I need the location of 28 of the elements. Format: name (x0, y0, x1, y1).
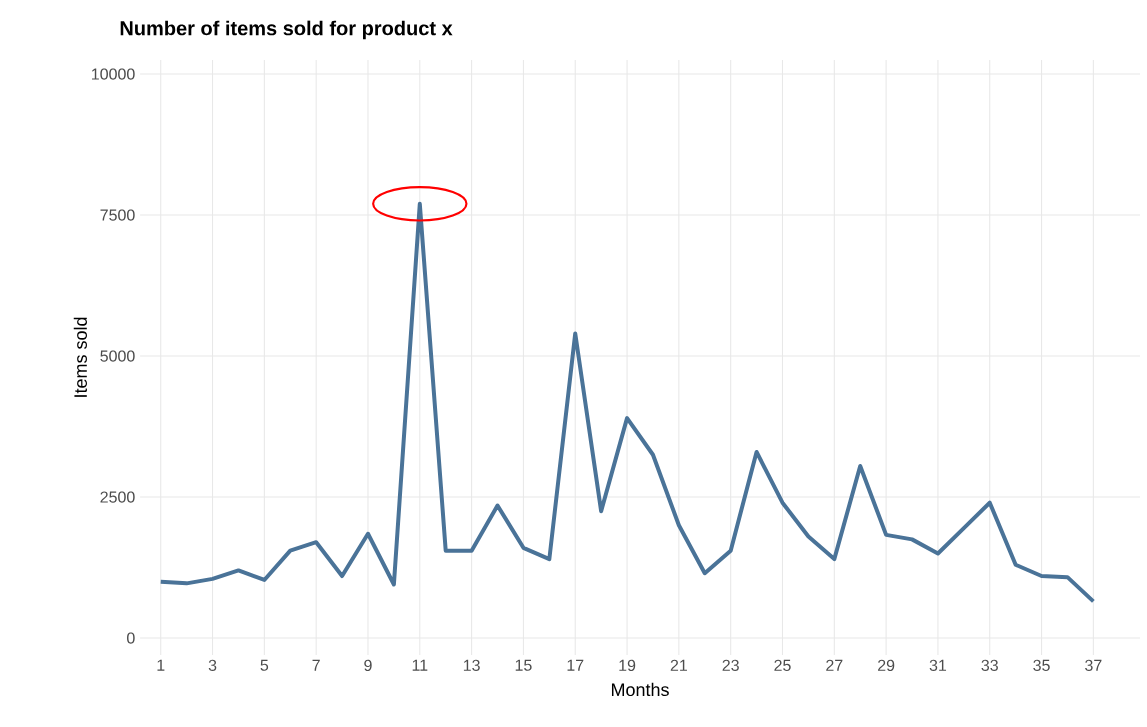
y-tick-label: 10000 (92, 68, 135, 80)
x-tick-label: 17 (567, 659, 584, 671)
x-tick-label: 1 (157, 659, 165, 671)
x-axis-title: Months (611, 682, 669, 697)
x-tick-label: 5 (260, 659, 269, 671)
chart-title: Number of items sold for product x (120, 20, 453, 40)
x-tick-label: 29 (878, 659, 895, 672)
y-tick-label: 0 (127, 632, 135, 644)
x-tick-label: 31 (929, 659, 947, 672)
y-tick-label: 5000 (100, 350, 135, 362)
y-tick-label: 2500 (100, 491, 135, 503)
x-tick-label: 25 (774, 659, 791, 672)
line-series (158, 201, 1096, 604)
y-axis-title: Items sold (73, 317, 87, 397)
x-tick-label: 35 (1033, 659, 1050, 672)
x-tick-label: 21 (670, 659, 687, 671)
x-tick-label: 9 (364, 659, 372, 672)
x-tick-label: 23 (722, 659, 739, 672)
y-tick-label: 7500 (100, 209, 135, 221)
x-tick-label: 15 (515, 659, 532, 671)
x-tick-label: 13 (463, 659, 480, 672)
x-tick-label: 3 (208, 659, 217, 672)
x-tick-label: 33 (981, 659, 998, 672)
x-tick-label: 19 (619, 659, 636, 672)
x-tick-label: 37 (1085, 659, 1102, 672)
x-tick-label: 7 (312, 659, 320, 671)
x-tick-label: 27 (826, 659, 843, 671)
x-tick-label: 11 (412, 659, 428, 671)
